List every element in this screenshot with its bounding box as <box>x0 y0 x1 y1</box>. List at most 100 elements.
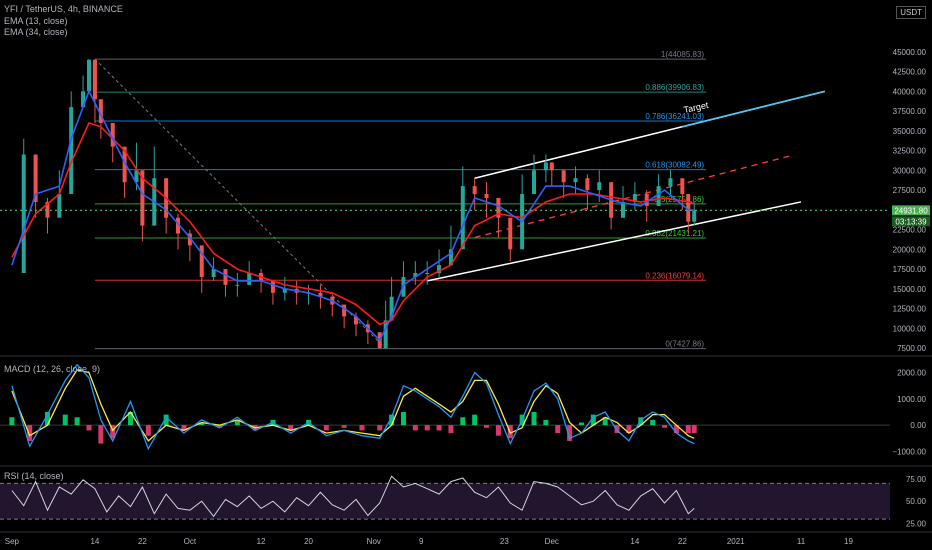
fib-level-label: 0.886(39906.83) <box>645 83 704 92</box>
fib-level-label: 0.618(30082.49) <box>645 161 704 170</box>
price-tick-label: 20000.00 <box>893 245 927 254</box>
candle-body <box>98 99 103 123</box>
candle-body <box>585 178 590 191</box>
candle-body <box>668 178 673 187</box>
macd-hist-bar <box>400 412 406 426</box>
fib-level-label: 0.382(21431.21) <box>645 229 704 238</box>
price-tick-label: 37500.00 <box>893 107 927 116</box>
candle-body <box>176 217 180 234</box>
fib-level-label: 0.786(36241.03) <box>645 112 704 121</box>
macd-hist-bar <box>650 419 656 426</box>
price-tick-label: 32500.00 <box>893 147 927 156</box>
macd-hist-bar <box>217 425 223 428</box>
rsi-legend[interactable]: RSI (14, close) <box>4 471 64 481</box>
candle-body <box>549 162 554 171</box>
macd-tick-label: 0.00 <box>910 421 926 430</box>
macd-tick-label: 1000.00 <box>897 395 926 404</box>
candle-body <box>656 186 661 206</box>
macd-hist-bar <box>424 425 430 431</box>
macd-tick-label: −1000.00 <box>892 447 926 456</box>
candle-body <box>187 233 192 246</box>
macd-hist-bar <box>673 425 679 434</box>
target-arrow-line <box>682 90 825 128</box>
candle-body <box>597 182 602 191</box>
candle-body <box>354 316 358 325</box>
candle-body <box>413 273 418 277</box>
candle-body <box>460 186 465 250</box>
fib-level-label: 0.236(16079.14) <box>645 271 704 280</box>
candle-body <box>561 170 566 183</box>
ema-slow-line <box>11 121 695 326</box>
candle-body <box>92 59 97 100</box>
macd-hist-bar <box>145 425 151 436</box>
macd-hist-bar <box>436 425 442 431</box>
macd-hist-bar <box>341 425 347 428</box>
macd-hist-bar <box>460 417 466 426</box>
candle-body <box>134 170 139 183</box>
macd-hist-bar <box>590 414 596 426</box>
candle-body <box>81 91 86 108</box>
candle-body <box>247 273 252 285</box>
ema-fast-legend[interactable]: EMA (13, close) <box>4 16 68 26</box>
candle-body <box>496 197 501 218</box>
candle-body <box>223 269 228 285</box>
fib-level-label: 0.5(25756.86) <box>654 195 704 204</box>
candle-body <box>342 304 347 317</box>
price-tick-label: 15000.00 <box>893 285 927 294</box>
price-tag-bg <box>892 205 930 216</box>
candle-body <box>199 245 204 277</box>
macd-hist-bar <box>389 414 395 426</box>
candle-body <box>87 59 91 92</box>
macd-hist-bar <box>128 412 134 426</box>
candle-body <box>110 122 115 147</box>
macd-hist-bar <box>27 425 33 441</box>
rsi-tick-label: 75.00 <box>906 475 927 484</box>
macd-hist-bar <box>543 419 549 426</box>
candle-body <box>282 288 287 293</box>
symbol-title[interactable]: YFI / TetherUS, 4h, BINANCE <box>4 4 123 14</box>
time-tick-label: 2021 <box>727 537 745 546</box>
candle-body <box>57 194 62 218</box>
macd-legend[interactable]: MACD (12, 26, close, 9) <box>4 364 101 374</box>
candle-body <box>508 217 513 250</box>
ema-slow-legend[interactable]: EMA (34, close) <box>4 27 68 37</box>
candle-body <box>644 194 649 206</box>
candle-body <box>573 178 578 183</box>
time-tick-label: Dec <box>545 537 559 546</box>
macd-hist-bar <box>62 414 68 426</box>
candle-body <box>686 194 691 222</box>
macd-hist-bar <box>691 425 697 434</box>
range-diagonal-line <box>94 58 387 349</box>
macd-hist-bar <box>163 414 169 426</box>
time-tick-label: 22 <box>138 537 147 546</box>
price-tick-label: 22500.00 <box>893 226 927 235</box>
candle-body <box>211 269 216 277</box>
price-tick-label: 42500.00 <box>893 68 927 77</box>
time-tick-label: 22 <box>678 537 687 546</box>
candle-body <box>543 162 548 171</box>
macd-hist-bar <box>662 425 668 428</box>
time-tick-label: 14 <box>630 537 639 546</box>
macd-hist-bar <box>9 417 15 426</box>
macd-hist-bar <box>685 425 691 434</box>
macd-hist-bar <box>86 425 92 431</box>
channel-lower-line <box>427 201 802 282</box>
macd-hist-bar <box>567 425 573 441</box>
macd-hist-bar <box>626 425 632 434</box>
candle-body <box>437 265 442 274</box>
rsi-tick-label: 25.00 <box>906 520 927 529</box>
countdown-tag-bg <box>892 216 930 227</box>
macd-hist-bar <box>98 425 104 444</box>
price-tick-label: 10000.00 <box>893 324 927 333</box>
macd-hist-bar <box>377 425 383 431</box>
currency-button[interactable]: USDT <box>896 6 926 19</box>
candle-body <box>140 170 145 226</box>
rsi-line <box>11 475 695 518</box>
time-tick-label: 9 <box>419 537 424 546</box>
macd-hist-bar <box>323 425 329 431</box>
candle-body <box>389 296 394 321</box>
candle-body <box>122 146 127 183</box>
macd-hist-bar <box>234 419 240 426</box>
